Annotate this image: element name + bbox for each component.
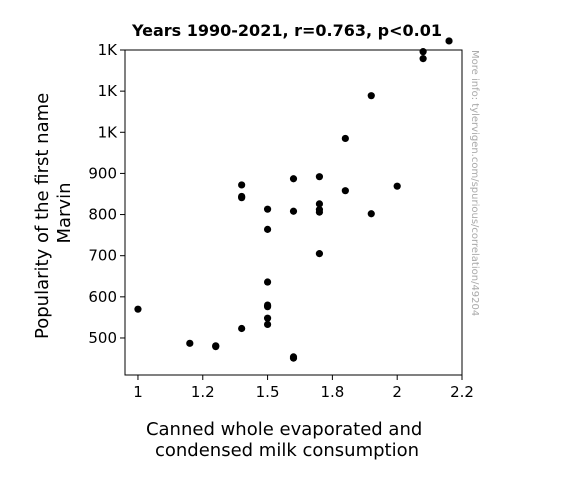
y-tick-label: 500	[88, 329, 117, 347]
data-point	[315, 173, 324, 181]
data-point	[315, 206, 324, 214]
data-point	[289, 353, 298, 361]
x-axis-label-line-2: condensed milk consumption	[155, 440, 419, 461]
data-point	[419, 48, 427, 56]
data-point	[367, 92, 375, 100]
data-point	[445, 37, 453, 45]
data-point	[263, 314, 272, 322]
x-tick-label: 1.5	[256, 383, 280, 401]
y-axis-label-line-2: Marvin	[54, 182, 75, 243]
chart-title: Years 1990-2021, r=0.763, p<0.01	[131, 21, 442, 40]
data-point	[263, 301, 272, 309]
data-points	[134, 37, 453, 362]
x-tick-label: 1.8	[320, 383, 344, 401]
data-point	[263, 278, 272, 286]
x-axis-label-line-1: Canned whole evaporated and	[146, 419, 422, 440]
data-point	[289, 175, 298, 183]
data-point	[341, 187, 349, 195]
y-tick-label: 1K	[98, 82, 119, 100]
data-point	[212, 343, 220, 351]
data-point	[393, 182, 401, 190]
y-axis-ticks: 500 600 700 800 900 1K 1K 1K	[88, 41, 125, 347]
data-point	[238, 181, 246, 189]
source-watermark: More info: tylervigen.com/spurious/corre…	[469, 50, 480, 316]
data-point	[419, 55, 427, 63]
y-tick-label: 1K	[98, 41, 119, 59]
data-point	[289, 207, 298, 215]
data-point	[238, 192, 246, 201]
x-tick-label: 1.2	[191, 383, 215, 401]
data-point	[186, 339, 194, 347]
x-axis-label: Canned whole evaporated and condensed mi…	[146, 419, 428, 461]
y-tick-label: 900	[88, 164, 117, 182]
y-axis-label-line-1: Popularity of the first name	[32, 93, 53, 339]
data-point	[341, 134, 349, 143]
data-point	[263, 205, 272, 213]
y-tick-label: 600	[88, 288, 117, 306]
data-point	[315, 200, 324, 208]
y-tick-label: 800	[88, 206, 117, 224]
data-point	[263, 320, 272, 328]
data-point	[263, 225, 272, 233]
x-tick-label: 2.2	[450, 383, 474, 401]
data-point	[315, 250, 324, 258]
y-tick-label: 700	[88, 247, 117, 265]
data-point	[367, 210, 375, 218]
data-point	[134, 305, 142, 313]
data-point	[238, 324, 246, 333]
x-tick-label: 1	[133, 383, 143, 401]
x-tick-label: 2	[392, 383, 402, 401]
y-tick-label: 1K	[98, 123, 119, 141]
y-axis-label: Popularity of the first name Marvin	[32, 87, 75, 339]
x-axis-ticks: 1 1.2 1.5 1.8 2 2.2	[133, 375, 474, 401]
